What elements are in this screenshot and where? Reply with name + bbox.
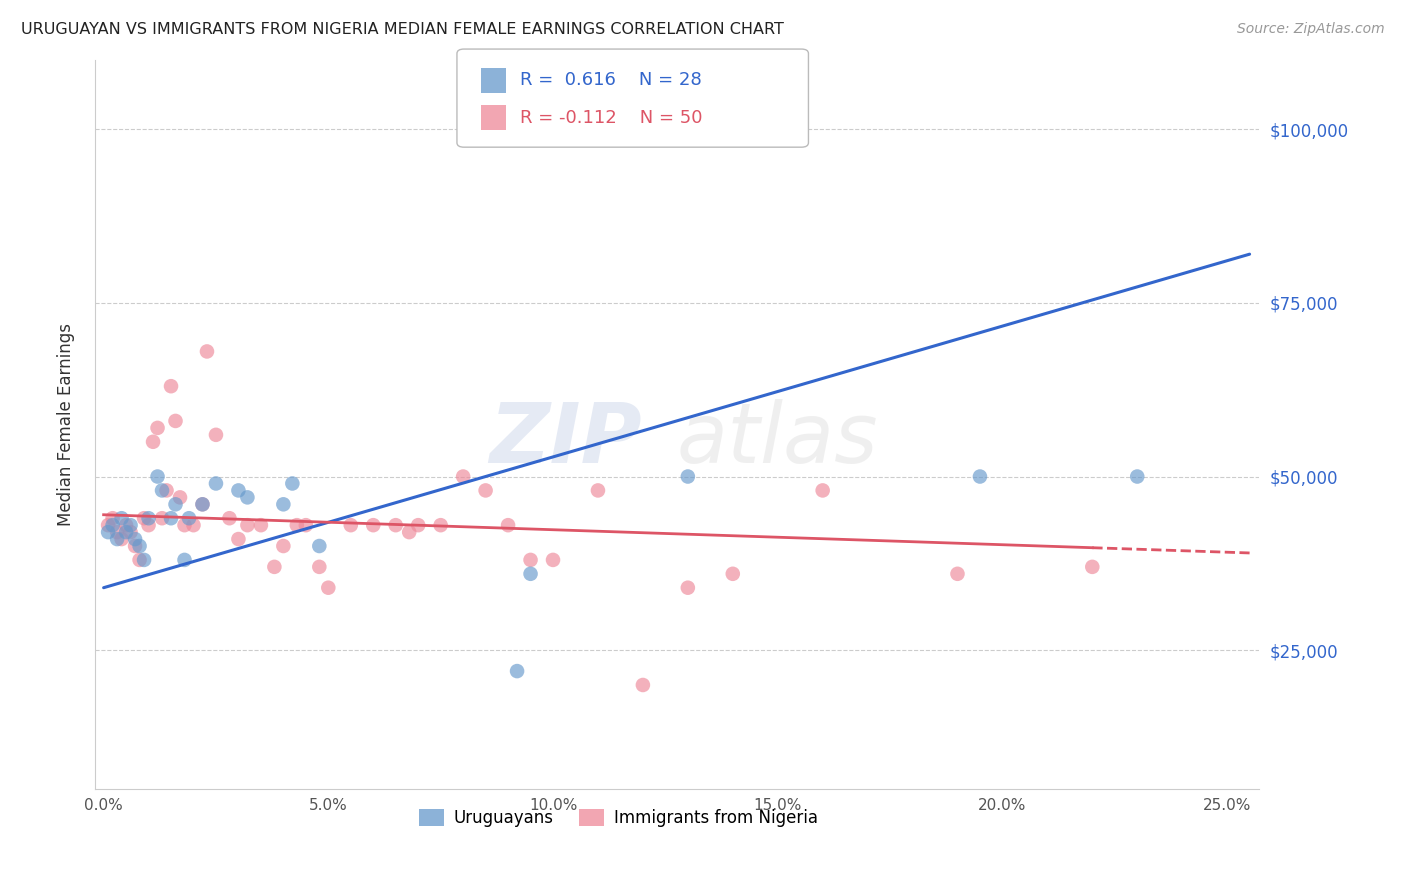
Point — [97, 525, 120, 540]
Point — [228, 532, 250, 546]
Point — [150, 483, 173, 498]
Point — [361, 518, 384, 533]
Point — [142, 434, 165, 449]
Text: R =  0.616    N = 28: R = 0.616 N = 28 — [520, 71, 702, 89]
Point — [263, 559, 285, 574]
Point — [406, 518, 429, 533]
Text: URUGUAYAN VS IMMIGRANTS FROM NIGERIA MEDIAN FEMALE EARNINGS CORRELATION CHART: URUGUAYAN VS IMMIGRANTS FROM NIGERIA MED… — [21, 22, 785, 37]
Point — [115, 525, 138, 540]
Point — [160, 379, 183, 393]
Point — [124, 532, 146, 546]
Point — [120, 525, 142, 540]
Point — [676, 581, 699, 595]
Point — [205, 476, 228, 491]
Point — [101, 511, 124, 525]
Point — [218, 511, 240, 525]
Point — [676, 469, 699, 483]
Point — [120, 518, 142, 533]
Point — [250, 518, 273, 533]
Point — [308, 559, 330, 574]
Point — [146, 469, 169, 483]
Point — [191, 497, 214, 511]
Point — [285, 518, 308, 533]
Point — [165, 497, 187, 511]
Point — [541, 553, 564, 567]
Point — [146, 421, 169, 435]
Point — [101, 518, 124, 533]
Text: atlas: atlas — [676, 399, 879, 480]
Point — [115, 518, 138, 533]
Point — [150, 511, 173, 525]
Point — [721, 566, 744, 581]
Text: ZIP: ZIP — [489, 399, 641, 480]
Point — [173, 518, 195, 533]
Point — [155, 483, 177, 498]
Point — [519, 553, 541, 567]
Point — [165, 414, 187, 428]
Point — [183, 518, 205, 533]
Point — [295, 518, 318, 533]
Point — [474, 483, 496, 498]
Point — [160, 511, 183, 525]
Point — [969, 469, 991, 483]
Point — [496, 518, 519, 533]
Point — [205, 427, 228, 442]
Point — [273, 497, 295, 511]
Point — [132, 553, 155, 567]
Point — [384, 518, 406, 533]
Point — [308, 539, 330, 553]
Point — [339, 518, 361, 533]
Point — [1126, 469, 1149, 483]
Point — [138, 518, 160, 533]
Point — [586, 483, 609, 498]
Point — [128, 539, 150, 553]
Point — [110, 532, 132, 546]
Point — [236, 491, 259, 505]
Point — [173, 553, 195, 567]
Point — [1081, 559, 1104, 574]
Point — [191, 497, 214, 511]
Point — [273, 539, 295, 553]
Point — [631, 678, 654, 692]
Point — [105, 532, 128, 546]
Point — [228, 483, 250, 498]
Point — [195, 344, 218, 359]
Point — [124, 539, 146, 553]
Text: Source: ZipAtlas.com: Source: ZipAtlas.com — [1237, 22, 1385, 37]
Point — [281, 476, 304, 491]
Legend: Uruguayans, Immigrants from Nigeria: Uruguayans, Immigrants from Nigeria — [411, 801, 827, 836]
Point — [519, 566, 541, 581]
Point — [451, 469, 474, 483]
Point — [169, 491, 191, 505]
Point — [236, 518, 259, 533]
Text: R = -0.112    N = 50: R = -0.112 N = 50 — [520, 109, 703, 127]
Point — [398, 525, 420, 540]
Point — [132, 511, 155, 525]
Point — [946, 566, 969, 581]
Point — [97, 518, 120, 533]
Y-axis label: Median Female Earnings: Median Female Earnings — [58, 323, 75, 526]
Point — [128, 553, 150, 567]
Point — [811, 483, 834, 498]
Point — [138, 511, 160, 525]
Point — [105, 525, 128, 540]
Point — [506, 664, 529, 678]
Point — [177, 511, 200, 525]
Point — [318, 581, 340, 595]
Point — [110, 511, 132, 525]
Point — [429, 518, 451, 533]
